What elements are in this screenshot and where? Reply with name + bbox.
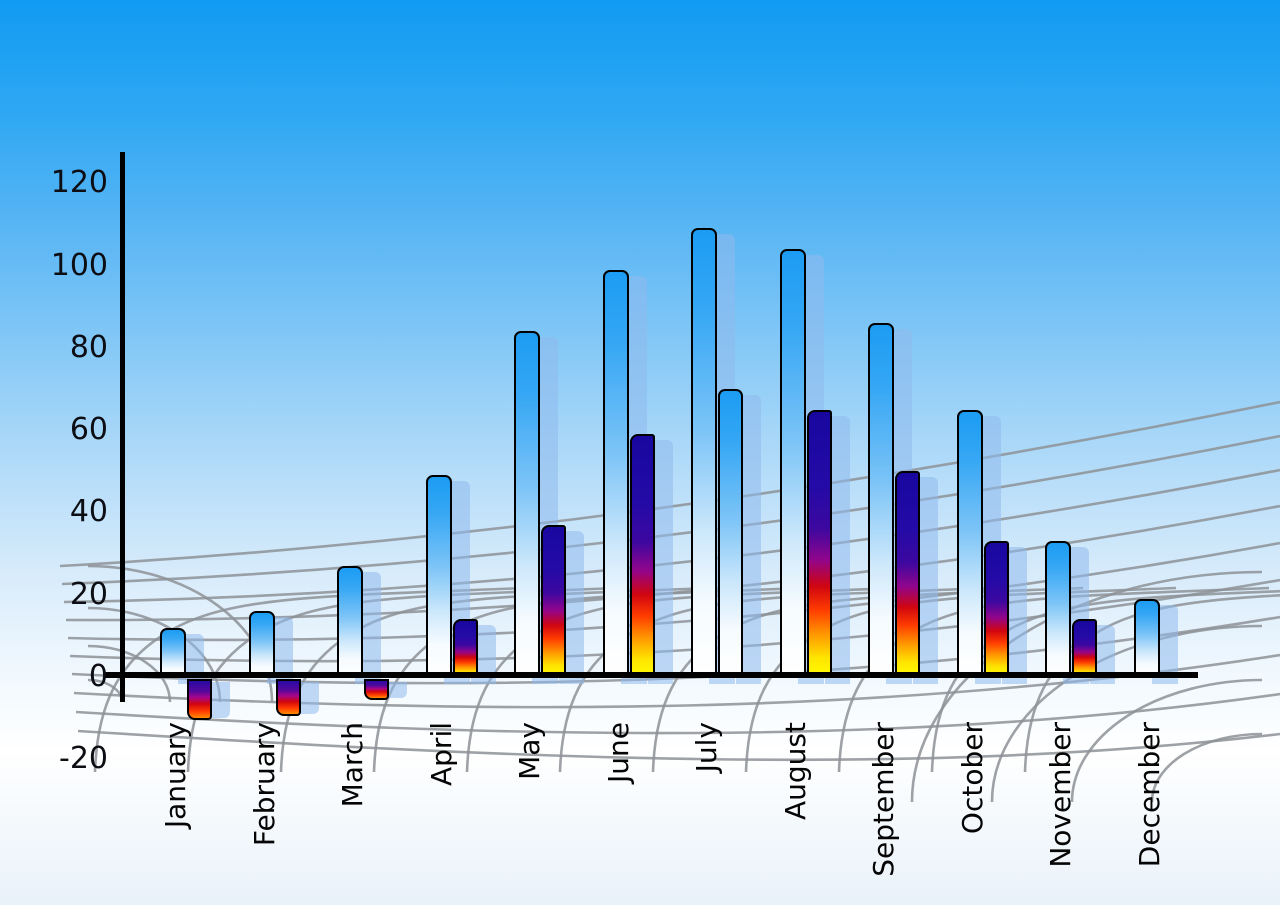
x-label-june: June xyxy=(601,722,635,783)
x-label-july: July xyxy=(690,722,723,773)
bar-october-series1 xyxy=(956,409,983,678)
x-label-november: November xyxy=(1044,722,1077,868)
bar-april-series2 xyxy=(452,619,478,678)
x-label-march: March xyxy=(336,722,369,808)
bar-march-series1 xyxy=(337,565,363,678)
x-label-may: May xyxy=(513,722,546,780)
y-tick-60: 60 xyxy=(69,412,108,448)
bar-october-series2 xyxy=(983,541,1009,678)
x-label-february: February xyxy=(247,722,281,847)
bar-april-series1 xyxy=(425,475,452,678)
bar-july-series2 xyxy=(718,388,743,678)
bar-august-series2 xyxy=(806,409,832,678)
bar-november-series1 xyxy=(1045,541,1071,678)
x-label-january: January xyxy=(159,722,192,829)
bar-may-series2 xyxy=(541,524,566,678)
x-label-september: September xyxy=(867,722,900,877)
bar-march-series2 xyxy=(364,679,389,700)
bar-august-series1 xyxy=(779,249,806,678)
bar-november-series2 xyxy=(1072,619,1097,678)
bar-december-series1 xyxy=(1133,598,1160,678)
x-label-april: April xyxy=(424,722,458,786)
x-label-august: August xyxy=(778,722,812,820)
y-tick-100: 100 xyxy=(50,247,108,283)
y-tick-20: 20 xyxy=(69,576,108,612)
bar-february-series1 xyxy=(248,611,275,678)
x-label-december: December xyxy=(1132,722,1166,868)
bar-july-series1 xyxy=(691,228,717,678)
x-axis xyxy=(103,672,1198,678)
y-axis xyxy=(120,152,125,702)
y-tick-80: 80 xyxy=(69,329,108,365)
bar-february-series2 xyxy=(275,679,301,717)
y-tick-0: 0 xyxy=(88,659,108,694)
bar-june-series2 xyxy=(629,434,655,678)
bar-january-series1 xyxy=(160,627,186,678)
y-tick--20: -20 xyxy=(59,741,108,777)
bar-may-series1 xyxy=(514,331,540,678)
y-tick-40: 40 xyxy=(69,494,108,530)
bar-june-series1 xyxy=(602,269,629,678)
bar-september-series2 xyxy=(895,471,920,678)
y-tick-120: 120 xyxy=(50,165,108,201)
bar-january-series2 xyxy=(187,679,212,721)
x-label-october: October xyxy=(955,722,989,835)
bar-september-series1 xyxy=(868,323,894,678)
